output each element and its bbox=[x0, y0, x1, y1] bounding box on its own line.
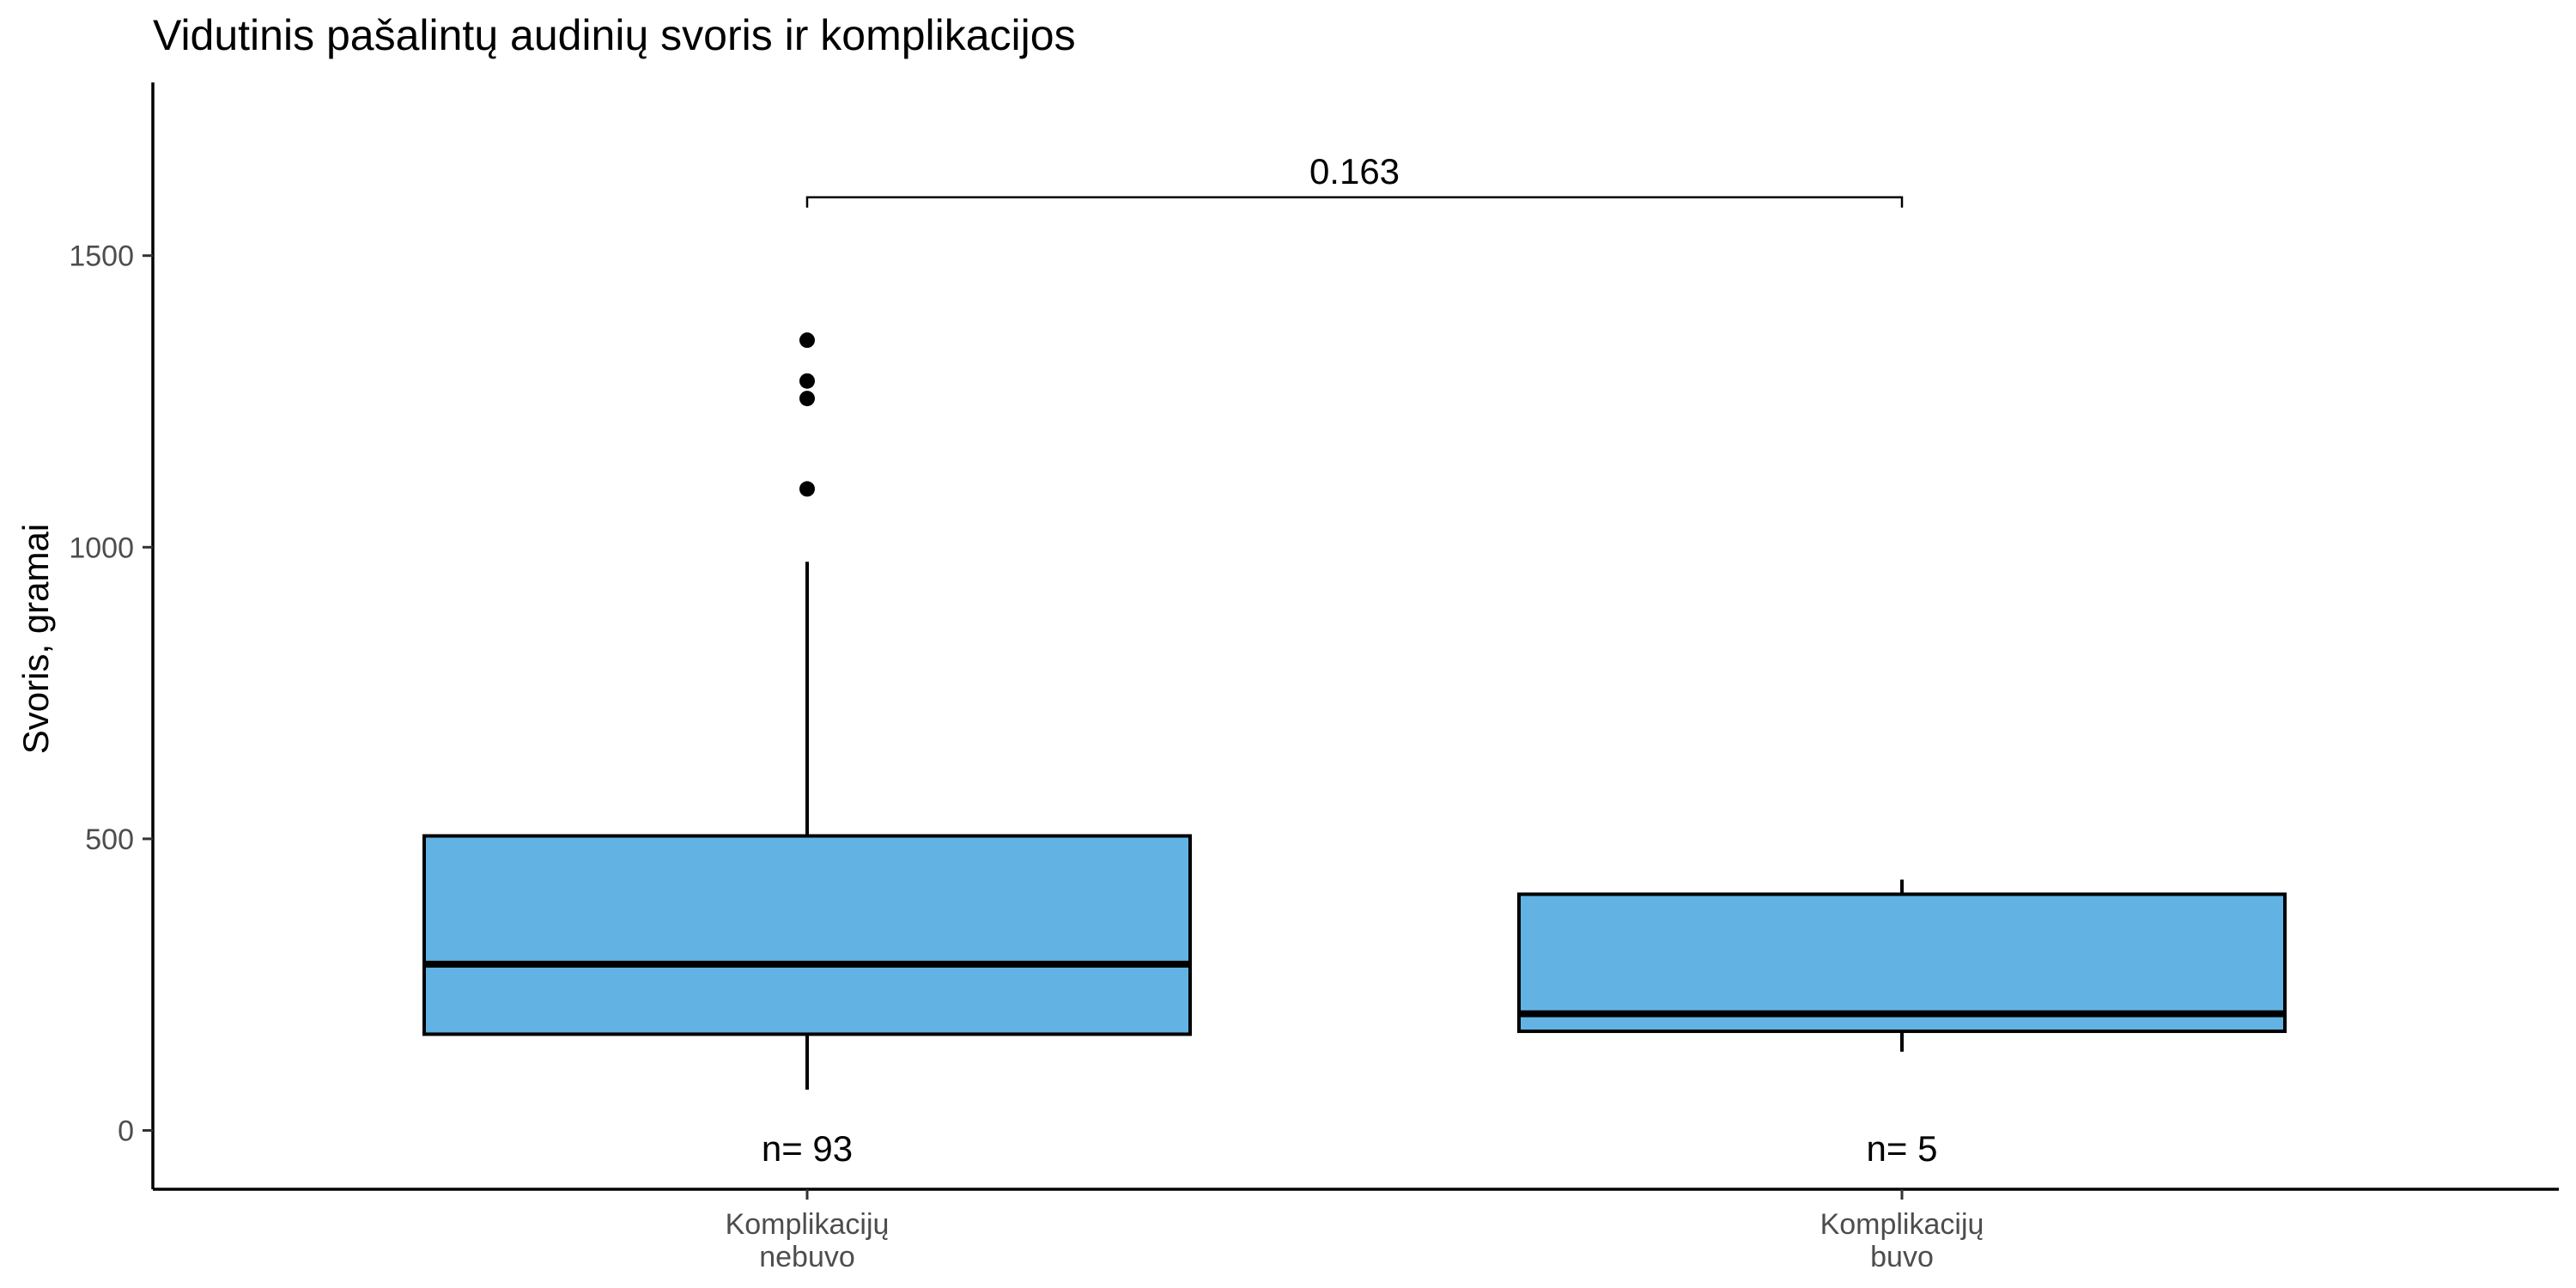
n-label: n= 5 bbox=[1867, 1128, 1938, 1169]
outlier-point bbox=[799, 391, 815, 407]
x-tick-label: Komplikacijų bbox=[726, 1208, 890, 1241]
box-iqr bbox=[422, 834, 1192, 1036]
x-tick-label: nebuvo bbox=[759, 1241, 855, 1273]
y-tick-label: 0 bbox=[118, 1115, 134, 1148]
chart-title: Vidutinis pašalintų audinių svoris ir ko… bbox=[153, 11, 1076, 59]
outlier-point bbox=[799, 332, 815, 349]
box-iqr bbox=[1517, 892, 2287, 1034]
y-tick-label: 1000 bbox=[69, 532, 134, 564]
y-axis-label: Svoris, gramai bbox=[15, 524, 56, 754]
y-tick-label: 500 bbox=[85, 823, 134, 856]
n-label: n= 93 bbox=[762, 1128, 853, 1169]
y-tick-label: 1500 bbox=[69, 240, 134, 273]
comparison-bracket bbox=[805, 196, 1904, 208]
x-tick-label: buvo bbox=[1870, 1241, 1934, 1273]
outlier-point bbox=[799, 481, 815, 497]
outlier-point bbox=[799, 373, 815, 389]
plot-area: 050010001500KomplikacijųnebuvoKomplikaci… bbox=[69, 82, 2559, 1273]
p-value-label: 0.163 bbox=[1309, 151, 1400, 191]
x-tick-label: Komplikacijų bbox=[1820, 1208, 1984, 1241]
